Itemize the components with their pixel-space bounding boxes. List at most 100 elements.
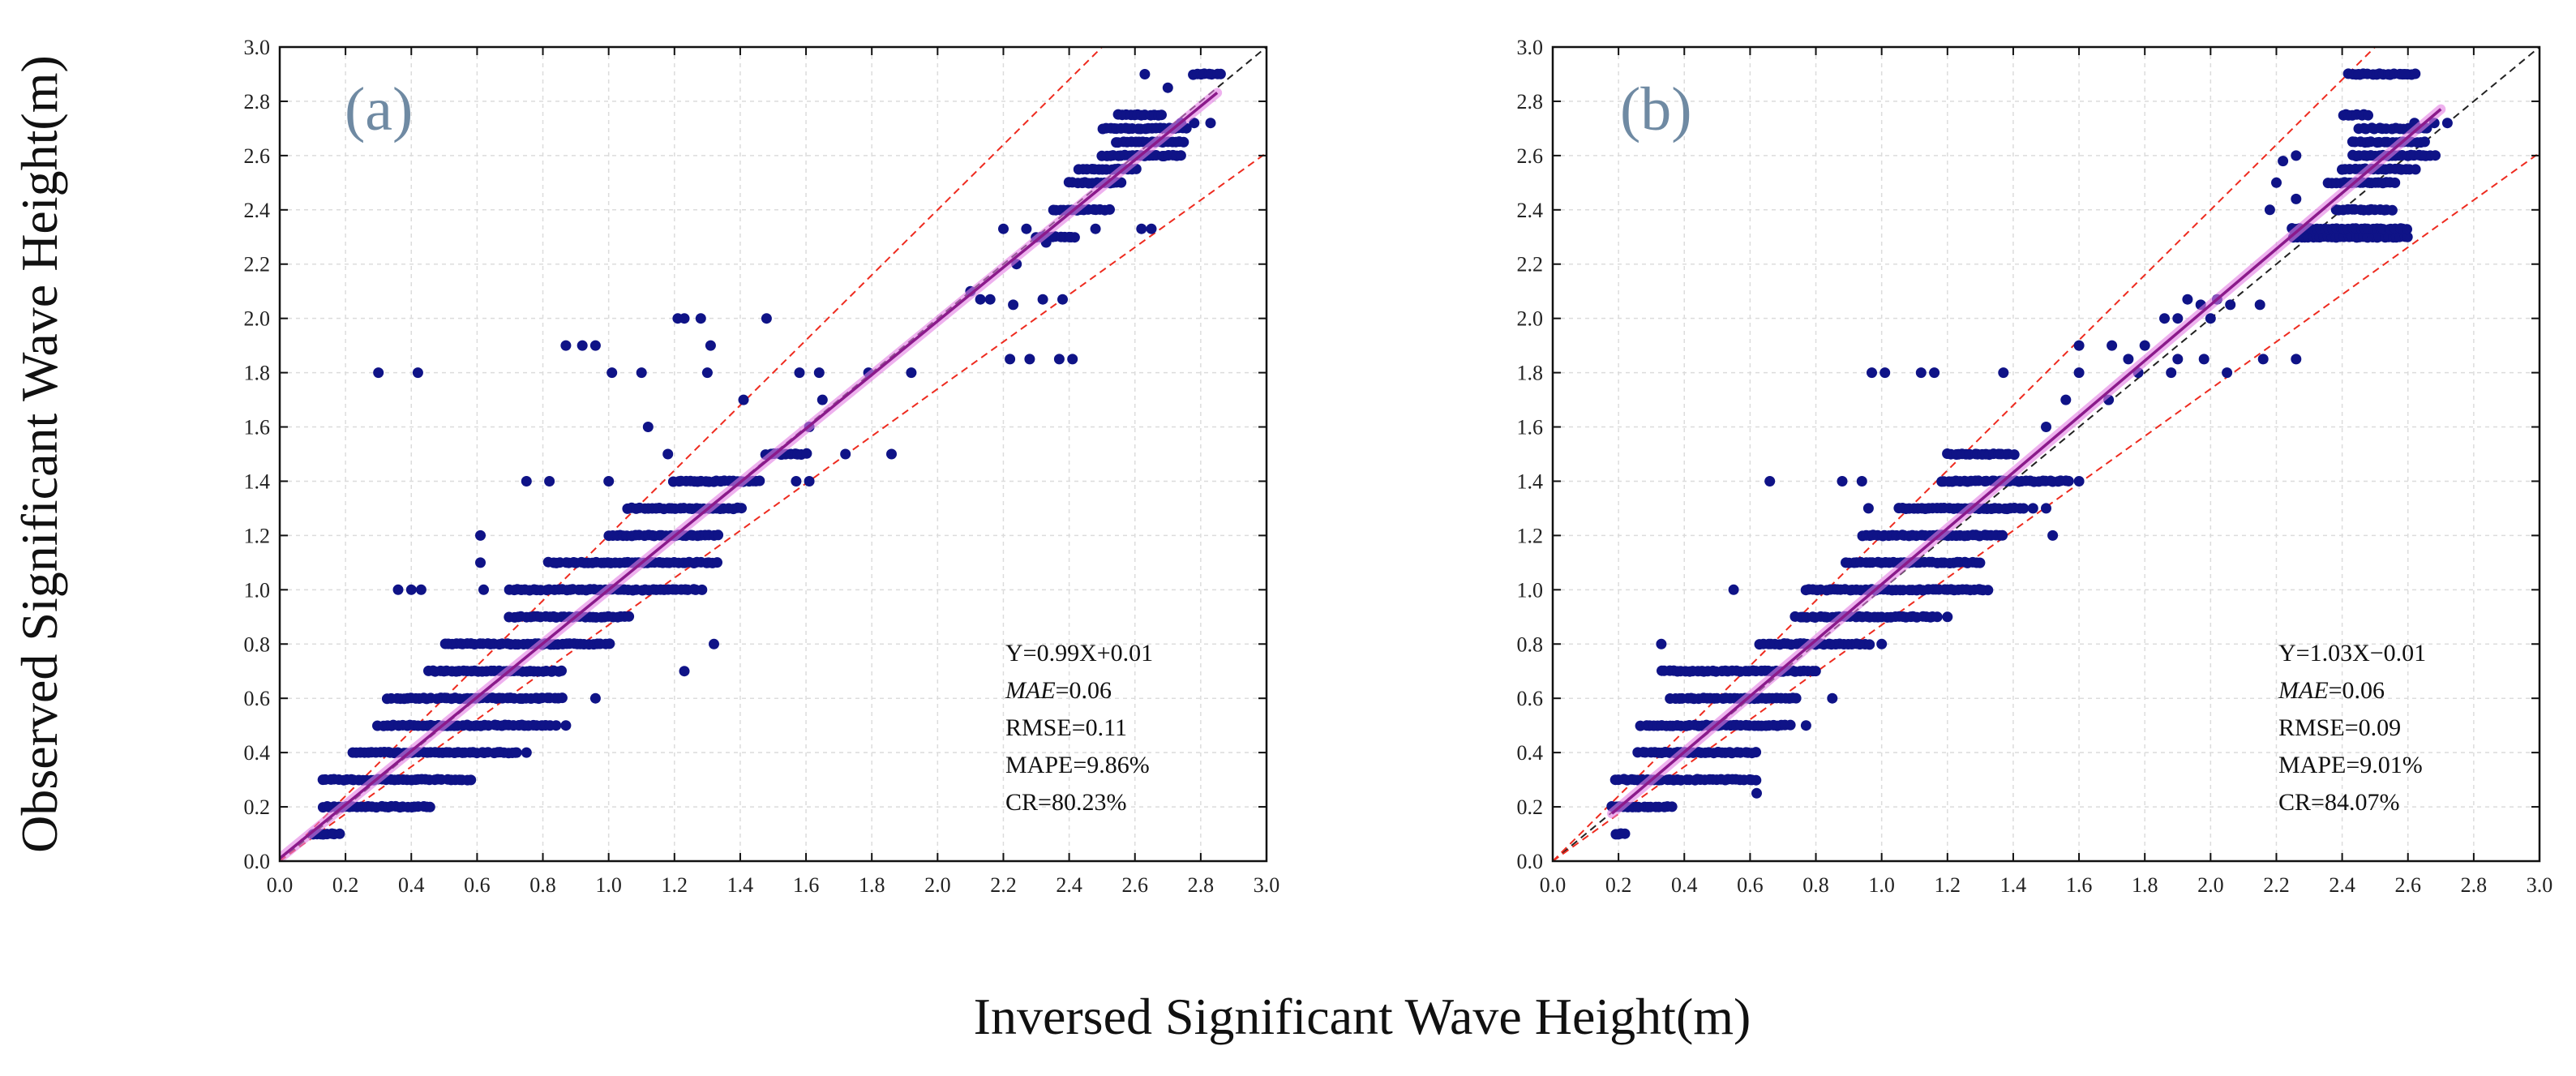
y-tick-label: 1.4 — [1517, 469, 1544, 493]
data-point — [2073, 367, 2085, 379]
data-point — [1005, 354, 1016, 365]
stat-mae: MAE=0.06 — [1005, 677, 1112, 704]
data-point — [1728, 584, 1739, 595]
y-tick-label: 0.0 — [1517, 850, 1544, 873]
data-point — [2123, 354, 2134, 365]
x-axis-title: Inversed Significant Wave Height(m) — [974, 988, 1751, 1045]
data-point — [2041, 503, 2051, 514]
y-tick-label: 2.6 — [1517, 144, 1544, 168]
data-points — [307, 68, 1226, 840]
data-point — [1656, 638, 1667, 649]
data-point — [606, 367, 618, 379]
x-tick-label: 1.8 — [2132, 873, 2158, 897]
data-point — [2159, 313, 2170, 324]
data-point — [2291, 150, 2302, 161]
data-point — [2257, 354, 2269, 365]
data-point — [2139, 340, 2150, 351]
x-tick-label: 1.2 — [1935, 873, 1961, 897]
data-point — [2402, 224, 2412, 235]
data-point — [679, 313, 690, 324]
x-tick-label: 1.6 — [793, 873, 820, 897]
data-point — [2278, 156, 2289, 167]
stat-mape: MAPE=9.01% — [2278, 752, 2423, 778]
data-point — [736, 503, 747, 514]
data-point — [2073, 476, 2085, 487]
data-point — [1876, 638, 1888, 649]
data-point — [1666, 801, 1678, 812]
stat-mae-label: MAE — [1005, 677, 1056, 704]
x-tick-label: 0.8 — [1802, 873, 1829, 897]
data-point — [709, 638, 719, 649]
x-tick-label: 2.4 — [1056, 873, 1082, 897]
data-point — [1862, 503, 1874, 514]
data-point — [521, 747, 532, 758]
data-point — [2410, 68, 2421, 79]
data-point — [679, 666, 690, 677]
data-point — [636, 367, 647, 379]
data-point — [556, 665, 567, 676]
data-point — [556, 692, 568, 704]
y-tick-label: 3.0 — [1517, 36, 1544, 59]
data-point — [2172, 313, 2184, 324]
stat-mae-value: =0.06 — [2329, 677, 2385, 704]
regression-line — [1610, 108, 2442, 815]
data-point — [2222, 367, 2233, 379]
y-tick-label: 2.8 — [244, 90, 271, 114]
data-point — [1205, 118, 1216, 129]
data-point — [1998, 367, 2009, 379]
data-point — [1856, 476, 1867, 487]
data-point — [1790, 692, 1802, 704]
data-point — [791, 476, 802, 487]
data-point — [705, 340, 716, 351]
data-point — [1942, 611, 1953, 623]
data-point — [1997, 529, 2008, 541]
data-point — [1215, 68, 1226, 79]
x-tick-label: 1.6 — [2066, 873, 2093, 897]
data-point — [475, 529, 486, 541]
data-point — [1827, 692, 1838, 704]
data-point — [521, 476, 532, 487]
stat-rmse: RMSE=0.09 — [2278, 714, 2401, 741]
data-point — [794, 367, 805, 379]
data-point — [2271, 177, 2282, 188]
panel-label: (a) — [345, 75, 413, 144]
x-tick-label: 0.4 — [1671, 873, 1698, 897]
data-point — [1751, 787, 1762, 799]
y-tick-label: 1.0 — [244, 578, 271, 602]
data-point — [551, 720, 562, 731]
data-point — [761, 313, 772, 324]
x-tick-label: 0.0 — [1540, 873, 1567, 897]
data-point — [906, 367, 917, 379]
x-tick-label: 2.2 — [990, 873, 1017, 897]
y-tick-label: 2.4 — [244, 199, 271, 222]
stat-mae-label: MAE — [2278, 677, 2329, 704]
data-point — [695, 313, 706, 324]
data-point — [2419, 136, 2430, 148]
data-point — [697, 584, 708, 595]
y-tick-label: 2.4 — [1517, 199, 1544, 222]
data-point — [1116, 177, 1127, 188]
x-tick-label: 2.2 — [2263, 873, 2290, 897]
data-point — [2264, 204, 2275, 216]
stat-mae-value: =0.06 — [1056, 677, 1112, 704]
data-point — [1090, 223, 1101, 234]
data-point — [984, 294, 996, 305]
stat-equation: Y=0.99X+0.01 — [1005, 640, 1153, 667]
stat-cr: CR=84.07% — [2278, 789, 2399, 816]
data-point — [701, 367, 713, 379]
data-point — [604, 638, 615, 649]
data-point — [886, 448, 897, 460]
plot-area — [280, 47, 1267, 861]
data-point — [2073, 340, 2085, 351]
data-point — [576, 340, 588, 351]
stat-mape: MAPE=9.86% — [1005, 752, 1150, 778]
data-point — [1139, 69, 1151, 79]
data-point — [801, 448, 812, 459]
x-tick-label: 2.0 — [924, 873, 951, 897]
data-point — [1053, 354, 1065, 365]
data-point — [1800, 720, 1811, 731]
y-tick-label: 0.8 — [244, 632, 271, 656]
data-point — [478, 584, 489, 595]
data-point — [2399, 69, 2411, 79]
